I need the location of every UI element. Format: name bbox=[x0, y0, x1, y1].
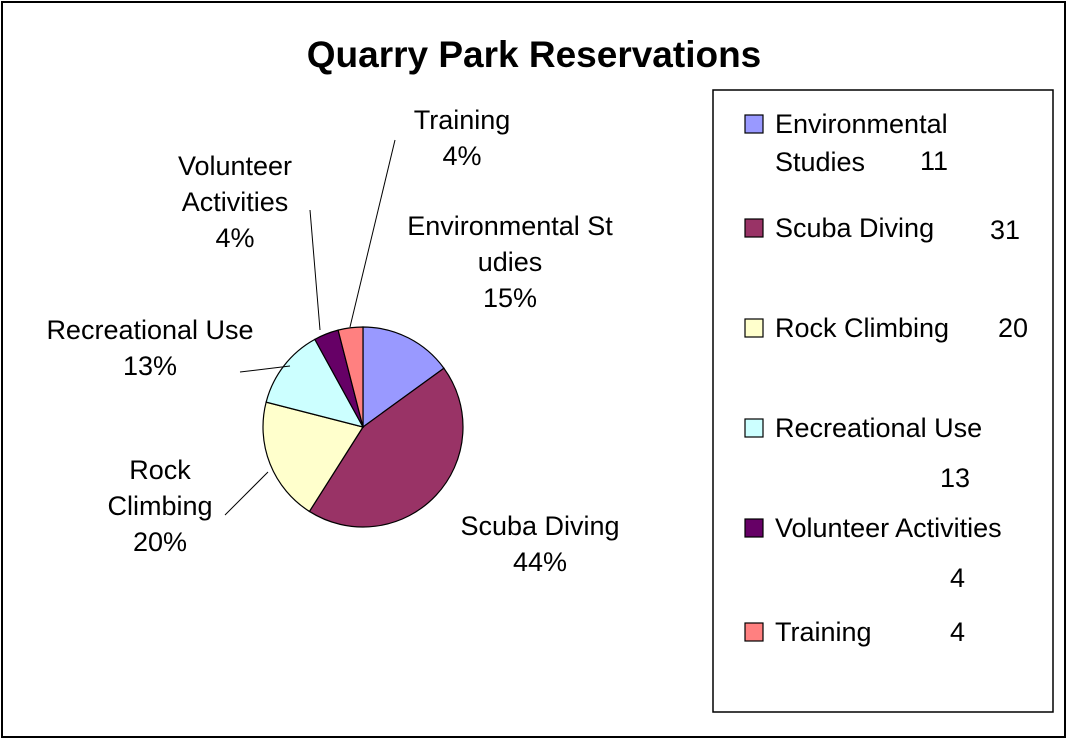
leader-line bbox=[239, 365, 291, 373]
legend-count: 4 bbox=[950, 617, 966, 647]
legend-swatch bbox=[744, 318, 764, 338]
legend-label: Rock Climbing bbox=[775, 313, 950, 343]
legend-count: 13 bbox=[940, 463, 971, 493]
data-label-name: Training bbox=[413, 105, 511, 135]
legend-swatch bbox=[744, 622, 764, 642]
data-label-value: 44% bbox=[512, 547, 568, 577]
data-label-value: 13% bbox=[122, 351, 178, 381]
data-label-value: 4% bbox=[442, 141, 482, 171]
legend-label: Recreational Use bbox=[775, 413, 983, 443]
legend-swatch bbox=[744, 218, 764, 238]
data-label-name: Volunteer Activities bbox=[177, 151, 293, 217]
legend-count: 20 bbox=[998, 313, 1029, 343]
pie-slice bbox=[265, 338, 365, 428]
pie-slice bbox=[362, 326, 445, 429]
legend-swatch bbox=[744, 418, 764, 438]
legend-count: 4 bbox=[950, 563, 966, 593]
leader-line bbox=[309, 209, 321, 331]
chart-title: Quarry Park Reservations bbox=[306, 34, 762, 75]
legend-label: Training bbox=[775, 617, 872, 647]
leader-line bbox=[349, 139, 396, 328]
legend-label: Volunteer Activities bbox=[775, 513, 1002, 543]
legend-count: 11 bbox=[920, 146, 949, 176]
legend-box bbox=[712, 89, 1054, 713]
data-label: Training 4% bbox=[362, 102, 562, 174]
data-label: Volunteer Activities 4% bbox=[140, 148, 330, 256]
data-label: Scuba Diving 44% bbox=[425, 508, 655, 580]
data-label-value: 4% bbox=[215, 223, 255, 253]
legend-count: 31 bbox=[990, 215, 1021, 245]
data-label-name: Scuba Diving bbox=[460, 511, 620, 541]
pie-slice bbox=[308, 367, 464, 528]
data-label-value: 15% bbox=[482, 283, 538, 313]
legend-swatch bbox=[744, 114, 764, 134]
legend-swatch bbox=[744, 518, 764, 538]
pie-slice bbox=[337, 326, 364, 428]
pie-slice bbox=[262, 401, 364, 513]
data-label-name: Rock Climbing bbox=[107, 455, 213, 521]
legend-label: Environmental Studies bbox=[775, 109, 948, 177]
data-label-name: Environmental Studies bbox=[407, 211, 613, 277]
data-label: Recreational Use 13% bbox=[45, 312, 255, 384]
leader-line bbox=[224, 471, 269, 516]
data-label-name: Recreational Use bbox=[46, 315, 254, 345]
data-label: Environmental Studies 15% bbox=[405, 208, 615, 316]
data-label-value: 20% bbox=[132, 527, 188, 557]
data-label: Rock Climbing 20% bbox=[75, 452, 245, 560]
legend-label: Scuba Diving bbox=[775, 213, 935, 243]
